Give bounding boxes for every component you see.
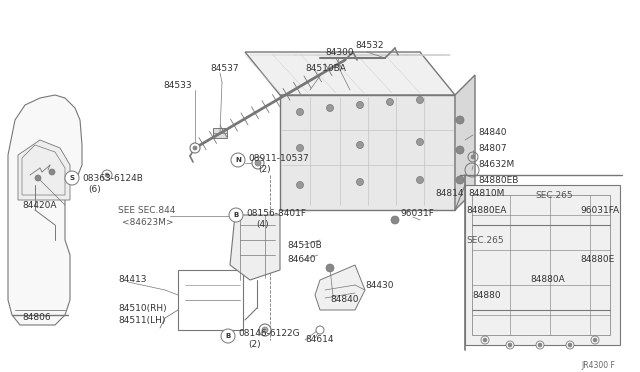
Text: SEC.265: SEC.265 xyxy=(466,235,504,244)
Circle shape xyxy=(35,175,41,181)
Polygon shape xyxy=(245,52,455,95)
Circle shape xyxy=(538,343,542,347)
Polygon shape xyxy=(315,265,365,310)
Text: 84532: 84532 xyxy=(355,41,383,49)
Text: 96031F: 96031F xyxy=(400,208,434,218)
Text: B: B xyxy=(234,212,239,218)
Circle shape xyxy=(387,99,394,106)
Circle shape xyxy=(252,157,264,169)
Text: S: S xyxy=(70,175,74,181)
Text: (2): (2) xyxy=(258,164,271,173)
Text: 08363-6124B: 08363-6124B xyxy=(82,173,143,183)
Text: 84510(RH): 84510(RH) xyxy=(118,304,166,312)
Text: JR4300 F: JR4300 F xyxy=(581,360,615,369)
Circle shape xyxy=(65,171,79,185)
Text: 84430: 84430 xyxy=(365,280,394,289)
Circle shape xyxy=(356,102,364,109)
Circle shape xyxy=(536,341,544,349)
Circle shape xyxy=(471,155,475,159)
Polygon shape xyxy=(8,95,82,325)
Circle shape xyxy=(229,208,243,222)
Circle shape xyxy=(417,96,424,103)
Circle shape xyxy=(193,146,197,150)
Polygon shape xyxy=(465,185,620,345)
Circle shape xyxy=(356,179,364,186)
Text: 84537: 84537 xyxy=(210,64,239,73)
Circle shape xyxy=(221,329,235,343)
Text: 96031FA: 96031FA xyxy=(580,205,619,215)
Circle shape xyxy=(456,116,464,124)
Polygon shape xyxy=(455,75,475,210)
Text: 84533: 84533 xyxy=(163,80,191,90)
Circle shape xyxy=(456,176,464,184)
Polygon shape xyxy=(280,95,455,210)
Circle shape xyxy=(326,264,334,272)
Circle shape xyxy=(481,336,489,344)
Circle shape xyxy=(102,170,112,180)
Text: (6): (6) xyxy=(88,185,100,193)
Circle shape xyxy=(417,138,424,145)
Circle shape xyxy=(316,326,324,334)
Circle shape xyxy=(326,105,333,112)
Circle shape xyxy=(259,324,271,336)
FancyBboxPatch shape xyxy=(213,128,227,138)
Text: 84510BA: 84510BA xyxy=(305,64,346,73)
FancyBboxPatch shape xyxy=(600,200,620,235)
Text: 84640: 84640 xyxy=(287,256,316,264)
Text: <84623M>: <84623M> xyxy=(122,218,173,227)
Text: 84840: 84840 xyxy=(330,295,358,305)
Circle shape xyxy=(566,341,574,349)
Text: 84840: 84840 xyxy=(478,128,506,137)
Text: (4): (4) xyxy=(256,219,269,228)
Text: 84880: 84880 xyxy=(472,291,500,299)
Circle shape xyxy=(483,338,487,342)
Text: 84511(LH): 84511(LH) xyxy=(118,315,165,324)
Text: 84880EA: 84880EA xyxy=(466,205,506,215)
Text: 84413: 84413 xyxy=(118,276,147,285)
Text: SEE SEC.844: SEE SEC.844 xyxy=(118,205,175,215)
Text: 08911-10537: 08911-10537 xyxy=(248,154,308,163)
Text: SEC.265: SEC.265 xyxy=(535,190,573,199)
Circle shape xyxy=(255,160,261,166)
Circle shape xyxy=(296,182,303,189)
Circle shape xyxy=(49,169,55,175)
Text: 84880E: 84880E xyxy=(580,256,614,264)
Text: 84420A: 84420A xyxy=(22,201,56,209)
Circle shape xyxy=(190,143,200,153)
Text: 84632M: 84632M xyxy=(478,160,515,169)
Circle shape xyxy=(105,173,109,177)
Circle shape xyxy=(508,343,512,347)
Text: 84510B: 84510B xyxy=(287,241,322,250)
Text: (2): (2) xyxy=(248,340,260,349)
Circle shape xyxy=(391,216,399,224)
Circle shape xyxy=(356,141,364,148)
Circle shape xyxy=(593,338,597,342)
Text: 84880A: 84880A xyxy=(530,276,564,285)
Text: 84300: 84300 xyxy=(325,48,354,57)
Text: B: B xyxy=(225,333,230,339)
Circle shape xyxy=(456,146,464,154)
Circle shape xyxy=(591,336,599,344)
Text: 84814: 84814 xyxy=(435,189,463,198)
Circle shape xyxy=(506,341,514,349)
Circle shape xyxy=(262,327,268,333)
Text: 84807: 84807 xyxy=(478,144,507,153)
Polygon shape xyxy=(18,140,70,200)
Circle shape xyxy=(296,144,303,151)
Polygon shape xyxy=(230,215,280,280)
Text: 08156-8401F: 08156-8401F xyxy=(246,208,306,218)
FancyBboxPatch shape xyxy=(178,270,243,330)
Text: 84806: 84806 xyxy=(22,314,51,323)
Text: 84614: 84614 xyxy=(305,336,333,344)
Circle shape xyxy=(296,109,303,115)
Text: 84810M: 84810M xyxy=(468,189,504,198)
Circle shape xyxy=(568,343,572,347)
Text: 84880EB: 84880EB xyxy=(478,176,518,185)
Circle shape xyxy=(231,153,245,167)
Text: 08146-6122G: 08146-6122G xyxy=(238,328,300,337)
Circle shape xyxy=(417,176,424,183)
Text: N: N xyxy=(235,157,241,163)
